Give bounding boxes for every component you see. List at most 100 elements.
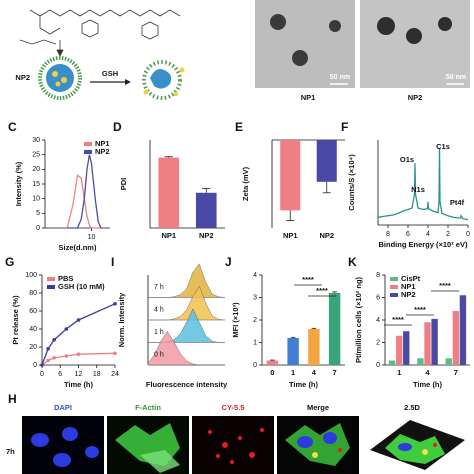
y-tick-label: 10 — [32, 196, 40, 203]
x-tick-label: 8 — [386, 231, 390, 238]
y-tick-label: 2 — [376, 339, 380, 346]
x-tick-label: 2 — [446, 231, 450, 238]
legend-label: NP2 — [401, 290, 416, 299]
bar — [308, 329, 320, 365]
x-tick-label: 6 — [58, 371, 62, 378]
y-tick-label: 40 — [29, 326, 37, 333]
x-axis-title: Time (h) — [289, 380, 319, 389]
annotation: **** — [392, 315, 404, 324]
x-tick-label: 24 — [111, 371, 119, 378]
x-axis-title: Time (h) — [64, 380, 94, 389]
y-tick-label: 0 — [253, 362, 257, 369]
scheme-label: GSH — [102, 69, 118, 78]
panel-letter: C — [8, 120, 17, 134]
scheme-label: NP2 — [15, 73, 30, 82]
legend-swatch — [84, 150, 92, 154]
x-tick-label: 1 — [291, 368, 295, 377]
scale-bar-label: 50 nm — [446, 74, 466, 81]
x-tick-label: 1 — [397, 368, 401, 377]
legend-label: NP1 — [95, 139, 110, 148]
channel-label: DAPI — [54, 403, 72, 412]
y-tick-label: 15 — [32, 181, 40, 188]
x-tick-label: NP2 — [199, 231, 214, 240]
tem-caption: NP1 — [301, 93, 316, 102]
ridge-label: 4 h — [154, 307, 164, 314]
bar — [403, 331, 410, 365]
x-tick-label: 0 — [466, 231, 470, 238]
micrograph — [277, 416, 359, 474]
series-line — [66, 174, 101, 229]
ridge-label: 7 h — [154, 284, 164, 291]
y-tick-label: 0 — [36, 225, 40, 232]
data-point — [113, 351, 117, 356]
x-tick-label: 12 — [75, 371, 83, 378]
panel-letter: J — [225, 255, 232, 269]
y-tick-label: 20 — [32, 166, 40, 173]
x-axis-title: Time (h) — [413, 380, 443, 389]
panel-letter: F — [341, 120, 348, 134]
arrow-head — [125, 79, 131, 85]
y-tick-label: 0 — [33, 362, 37, 369]
y-axis-title: Intensity (%) — [14, 161, 23, 206]
annotation: Pt4f — [450, 198, 465, 207]
x-tick-label: 4 — [425, 368, 430, 377]
x-tick-label: 6 — [406, 231, 410, 238]
legend-label: GSH (10 mM) — [58, 282, 105, 291]
data-point — [64, 354, 69, 358]
ridge-label: 1 h — [154, 329, 164, 336]
micrograph — [192, 416, 274, 474]
x-tick-label: NP2 — [319, 231, 334, 240]
legend-swatch — [84, 142, 92, 146]
data-point — [46, 358, 50, 363]
x-axis-title: Binding Energy (×10² eV) — [379, 240, 468, 249]
tem-caption: NP2 — [408, 93, 423, 102]
legend-swatch — [47, 277, 55, 281]
channel-label: 2.5D — [404, 403, 420, 412]
tem-image — [360, 0, 470, 88]
annotation: **** — [439, 281, 451, 290]
legend-swatch — [390, 293, 398, 297]
legend-label: CisPt — [401, 274, 421, 283]
y-tick-label: 25 — [32, 152, 40, 159]
legend-swatch — [390, 285, 398, 289]
annotation: **** — [316, 286, 328, 295]
series-line — [67, 154, 102, 229]
y-tick-label: 5 — [36, 210, 40, 217]
y-axis-title: Zeta (mV) — [241, 166, 250, 201]
bar — [158, 157, 180, 228]
histogram-area — [148, 263, 226, 298]
y-tick-label: 100 — [25, 272, 37, 279]
y-tick-label: 8 — [376, 272, 380, 279]
bar — [459, 295, 467, 365]
series-line — [377, 147, 469, 221]
annotation: **** — [302, 275, 314, 284]
micrograph-3d — [362, 416, 470, 474]
y-axis-title: PDI — [119, 178, 128, 191]
x-tick-label: 10 — [88, 234, 96, 241]
channel-label: Merge — [307, 403, 329, 412]
y-tick-label: 20 — [29, 344, 37, 351]
annotation: **** — [414, 305, 426, 314]
x-tick-label: 0 — [270, 368, 274, 377]
scale-bar-label: 50 nm — [330, 74, 350, 81]
bar — [316, 140, 337, 182]
bar — [280, 140, 301, 211]
bar — [452, 311, 460, 365]
y-tick-label: 30 — [32, 137, 40, 144]
y-axis-title: MFI (×10³) — [231, 302, 240, 338]
bar — [431, 318, 438, 365]
y-tick-label: 2 — [253, 317, 257, 324]
bar — [417, 358, 424, 365]
data-point — [46, 347, 50, 351]
y-axis-title: Pt release (%) — [11, 295, 20, 345]
legend-swatch — [390, 277, 398, 281]
annotation: N1s — [411, 185, 425, 194]
panel-letter: G — [5, 255, 14, 269]
x-tick-label: 7 — [333, 368, 337, 377]
channel-label: CY-5.5 — [222, 403, 245, 412]
legend-label: NP1 — [401, 282, 416, 291]
data-point — [113, 302, 117, 306]
panel-letter: D — [113, 120, 122, 134]
bar — [195, 192, 217, 228]
